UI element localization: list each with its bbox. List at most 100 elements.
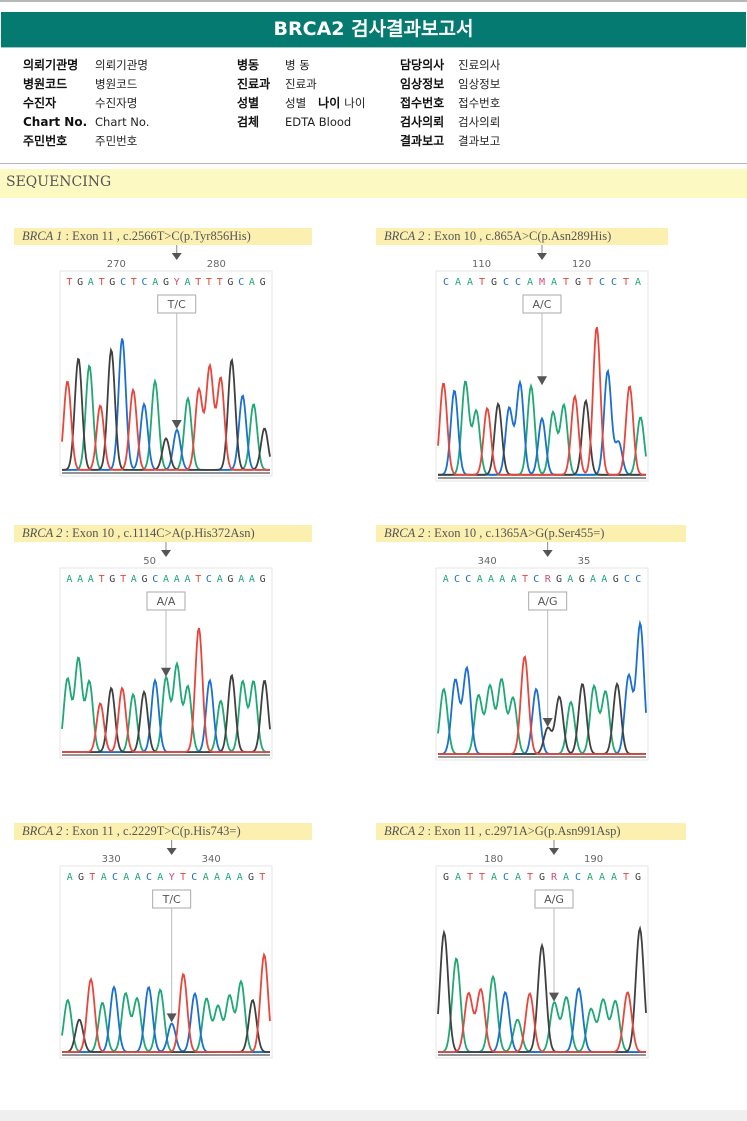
info-value: 검사의뢰 [458, 115, 501, 129]
variant-caption: BRCA 2 : Exon 11 , c.2229T>C(p.His743=) [14, 823, 312, 840]
base-call: C [112, 872, 118, 883]
trace-T [438, 987, 646, 1053]
base-call: A [599, 872, 605, 883]
gene-name: BRCA 2 [22, 824, 63, 838]
base-call: G [248, 872, 254, 883]
trace-T [62, 952, 271, 1053]
base-call: C [443, 277, 449, 288]
info-label: 임상정보 [400, 77, 445, 91]
chromatogram-frame [435, 567, 649, 761]
trace-C [438, 619, 647, 755]
base-call: A [455, 277, 461, 288]
base-call: T [623, 277, 629, 288]
base-call: T [89, 872, 95, 883]
info-label: 성별 [237, 96, 260, 110]
base-call: T [587, 277, 593, 288]
base-call: A [185, 277, 191, 288]
section-header-sequencing: SEQUENCING [0, 169, 747, 198]
position-label: 120 [572, 259, 591, 270]
base-call: C [624, 574, 630, 585]
base-call: C [635, 574, 641, 585]
patient-info-column-2: 병동 병 동 진료과 진료과 성별 성별 나이 나이 검체 EDTA Blood [237, 56, 392, 132]
trace-T [438, 654, 646, 755]
info-label: 결과보고 [400, 134, 445, 148]
base-call: C [533, 574, 539, 585]
base-call: C [465, 574, 471, 585]
variant-caption: BRCA 2 : Exon 11 , c.2971A>G(p.Asn991Asp… [376, 823, 686, 840]
base-call: A [67, 872, 73, 883]
position-label: 270 [107, 259, 126, 270]
base-call: A [567, 574, 573, 585]
info-value: EDTA Blood [285, 115, 352, 129]
trace-G [437, 925, 647, 1053]
base-call: Y [174, 277, 180, 288]
info-label: 진료과 [237, 77, 271, 91]
position-label: 330 [102, 854, 121, 865]
base-call: T [623, 872, 629, 883]
info-label: Chart No. [23, 115, 88, 129]
info-value: 진료과 [285, 77, 317, 91]
divider [0, 163, 747, 164]
base-call: R [545, 574, 552, 585]
info-row-department: 진료과 진료과 [237, 75, 392, 94]
base-call: T [467, 872, 473, 883]
base-call: A [66, 574, 72, 585]
info-row-ward: 병동 병 동 [237, 56, 392, 75]
base-call: T [66, 277, 72, 288]
base-call: A [185, 574, 191, 585]
info-row-receipt-number: 접수번호 접수번호 [400, 94, 600, 113]
base-call: T [180, 872, 186, 883]
base-call: A [249, 277, 255, 288]
info-value: 의뢰기관명 [95, 58, 148, 72]
genotype-call: A/G [544, 893, 564, 906]
base-call: A [249, 574, 255, 585]
variant-peak-arrow-icon [542, 718, 553, 727]
genotype-call: A/C [533, 298, 552, 311]
variant-detail: : Exon 11 , c.2229T>C(p.His743=) [62, 824, 241, 838]
base-call: T [99, 277, 105, 288]
gene-name: BRCA 2 [384, 229, 425, 243]
patient-info-column-1: 의뢰기관명 의뢰기관명 병원코드 병원코드 수진자 수진자명 Chart No. Cha… [23, 56, 228, 151]
trace-G [61, 347, 271, 471]
info-value: Chart No. [95, 115, 150, 129]
info-row-chart-no: Chart No. Chart No. [23, 113, 228, 132]
base-call: G [575, 277, 581, 288]
info-row-patient-name: 수진자 수진자명 [23, 94, 228, 113]
base-call: A [587, 872, 593, 883]
variant-detail: : Exon 10 , c.1114C>A(p.His372Asn) [62, 526, 255, 540]
base-call: C [142, 277, 148, 288]
base-call: A [515, 872, 521, 883]
base-call: C [206, 574, 212, 585]
trace-T [62, 627, 270, 753]
base-call: A [237, 872, 243, 883]
variant-peak-arrow-icon [166, 1013, 177, 1023]
base-call: T [522, 574, 528, 585]
base-call: G [579, 574, 585, 585]
info-row-test-request: 검사의뢰 검사의뢰 [400, 113, 600, 132]
patient-info-column-3: 담당의사 진료의사 임상정보 임상정보 접수번호 접수번호 검사의뢰 검사의뢰 결과보고… [400, 56, 600, 151]
base-call: C [146, 872, 152, 883]
variant-peak-arrow-icon [549, 992, 559, 1002]
position-label: 110 [472, 259, 491, 270]
base-call: G [260, 277, 266, 288]
trace-A [438, 957, 646, 1053]
base-call: G [613, 574, 619, 585]
info-value: 수진자명 [95, 96, 138, 110]
base-call: G [142, 574, 148, 585]
info-row-clinical-info: 임상정보 임상정보 [400, 75, 600, 94]
base-call: A [77, 574, 83, 585]
position-label: 35 [578, 556, 591, 567]
base-call: A [488, 574, 494, 585]
base-call: A [443, 574, 449, 585]
base-call: G [109, 574, 115, 585]
gene-name: BRCA 2 [384, 526, 425, 540]
variant-peak-arrow-icon [171, 419, 182, 429]
info-label: 주민번호 [23, 134, 68, 148]
variant-panel: BRCA 2 : Exon 10 , c.1114C>A(p.His372Asn… [0, 525, 330, 815]
base-call: A [527, 277, 533, 288]
trace-C [438, 368, 646, 476]
